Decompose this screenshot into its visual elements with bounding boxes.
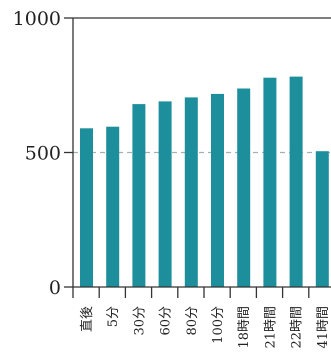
- bar-6: [211, 93, 224, 288]
- x-tick-label: 41時間: [316, 306, 331, 349]
- bar-2: [106, 126, 120, 287]
- bar-5: [184, 97, 198, 288]
- bar-4: [158, 101, 172, 288]
- bar-10: [315, 151, 329, 287]
- x-tick-label: 60分: [159, 306, 174, 336]
- x-tick-label: 100分: [211, 306, 226, 344]
- x-tick-label: 直後: [80, 306, 95, 332]
- bar-1: [80, 128, 93, 287]
- y-tick-label: 0: [49, 277, 61, 299]
- y-ticks: 0 500 1000: [13, 8, 73, 299]
- bar-7: [237, 88, 251, 287]
- y-tick-label: 500: [25, 143, 61, 165]
- x-tick-label: 5分: [106, 306, 121, 327]
- bar-8: [263, 77, 277, 287]
- y-tick-label: 1000: [13, 8, 61, 30]
- x-tick-label: 18時間: [237, 306, 252, 349]
- bar-3: [132, 104, 146, 287]
- bars: [80, 76, 329, 288]
- x-tick-label: 80分: [185, 306, 200, 336]
- x-tick-label: 21時間: [263, 306, 278, 349]
- x-tick-label: 22時間: [290, 306, 305, 349]
- x-tick-label: 30分: [132, 306, 147, 336]
- x-ticks: 直後 5分 30分 60分 80分 100分 18時間 21時間 22時間 41時間: [72, 287, 331, 349]
- bar-9: [289, 76, 303, 287]
